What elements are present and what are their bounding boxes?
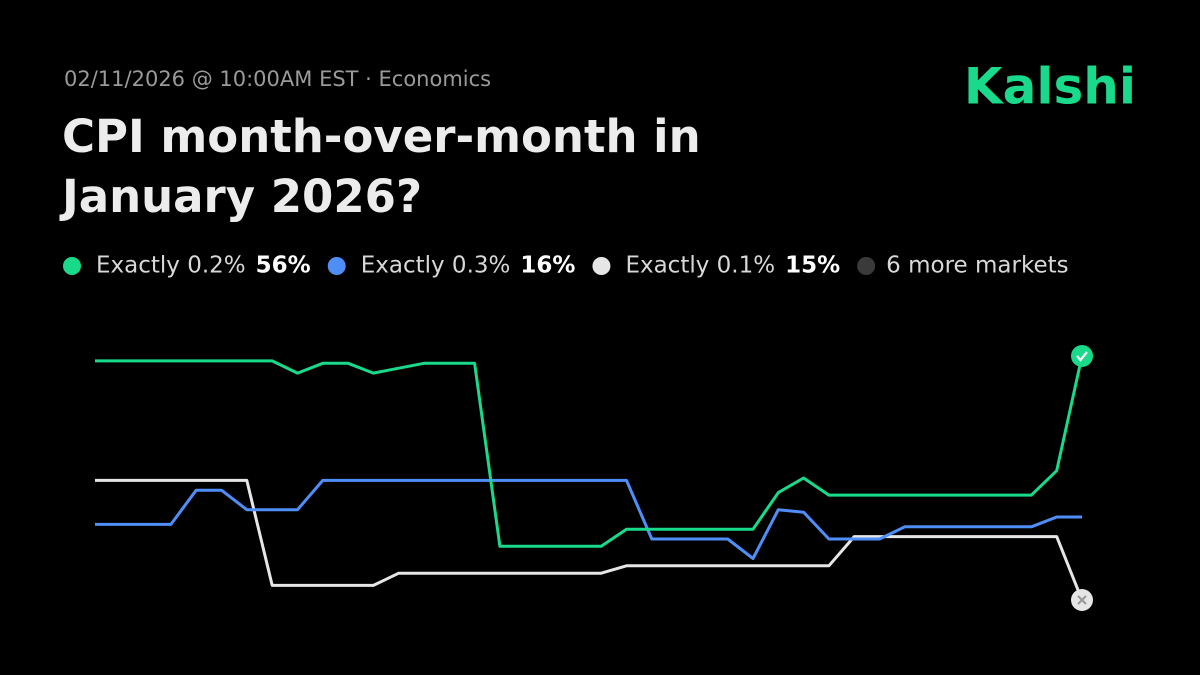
legend-label: Exactly 0.2% xyxy=(96,253,246,279)
legend-dot xyxy=(857,257,876,275)
legend-label: Exactly 0.3% xyxy=(361,253,511,279)
line xyxy=(95,478,1084,601)
brand: Kalshi xyxy=(964,58,1136,116)
resolution-marker xyxy=(1071,345,1093,367)
end-marker xyxy=(1071,345,1093,367)
legend-label: 6 more markets xyxy=(886,253,1068,279)
legend-label: Exactly 0.1% xyxy=(625,253,775,279)
x-icon xyxy=(1077,595,1087,605)
legend-dot xyxy=(592,257,611,275)
legend-value: 15% xyxy=(785,253,840,279)
legend-value: 16% xyxy=(520,253,575,279)
meta: 02/11/2026 @ 10:00AM EST · Economics xyxy=(64,67,491,91)
legend-dot xyxy=(63,257,81,275)
resolution-marker xyxy=(1071,589,1093,611)
title: January 2026? xyxy=(59,170,422,223)
legend-dot xyxy=(327,257,346,275)
check-icon xyxy=(1076,351,1088,362)
line xyxy=(95,478,1082,560)
line xyxy=(95,355,1084,548)
legend-value: 56% xyxy=(256,253,311,279)
legend: Exactly 0.2% 56% Exactly 0.3% 16% Exactly 0.… xyxy=(63,253,1069,279)
plot xyxy=(95,345,1093,611)
title: CPI month-over-month in xyxy=(62,110,701,163)
